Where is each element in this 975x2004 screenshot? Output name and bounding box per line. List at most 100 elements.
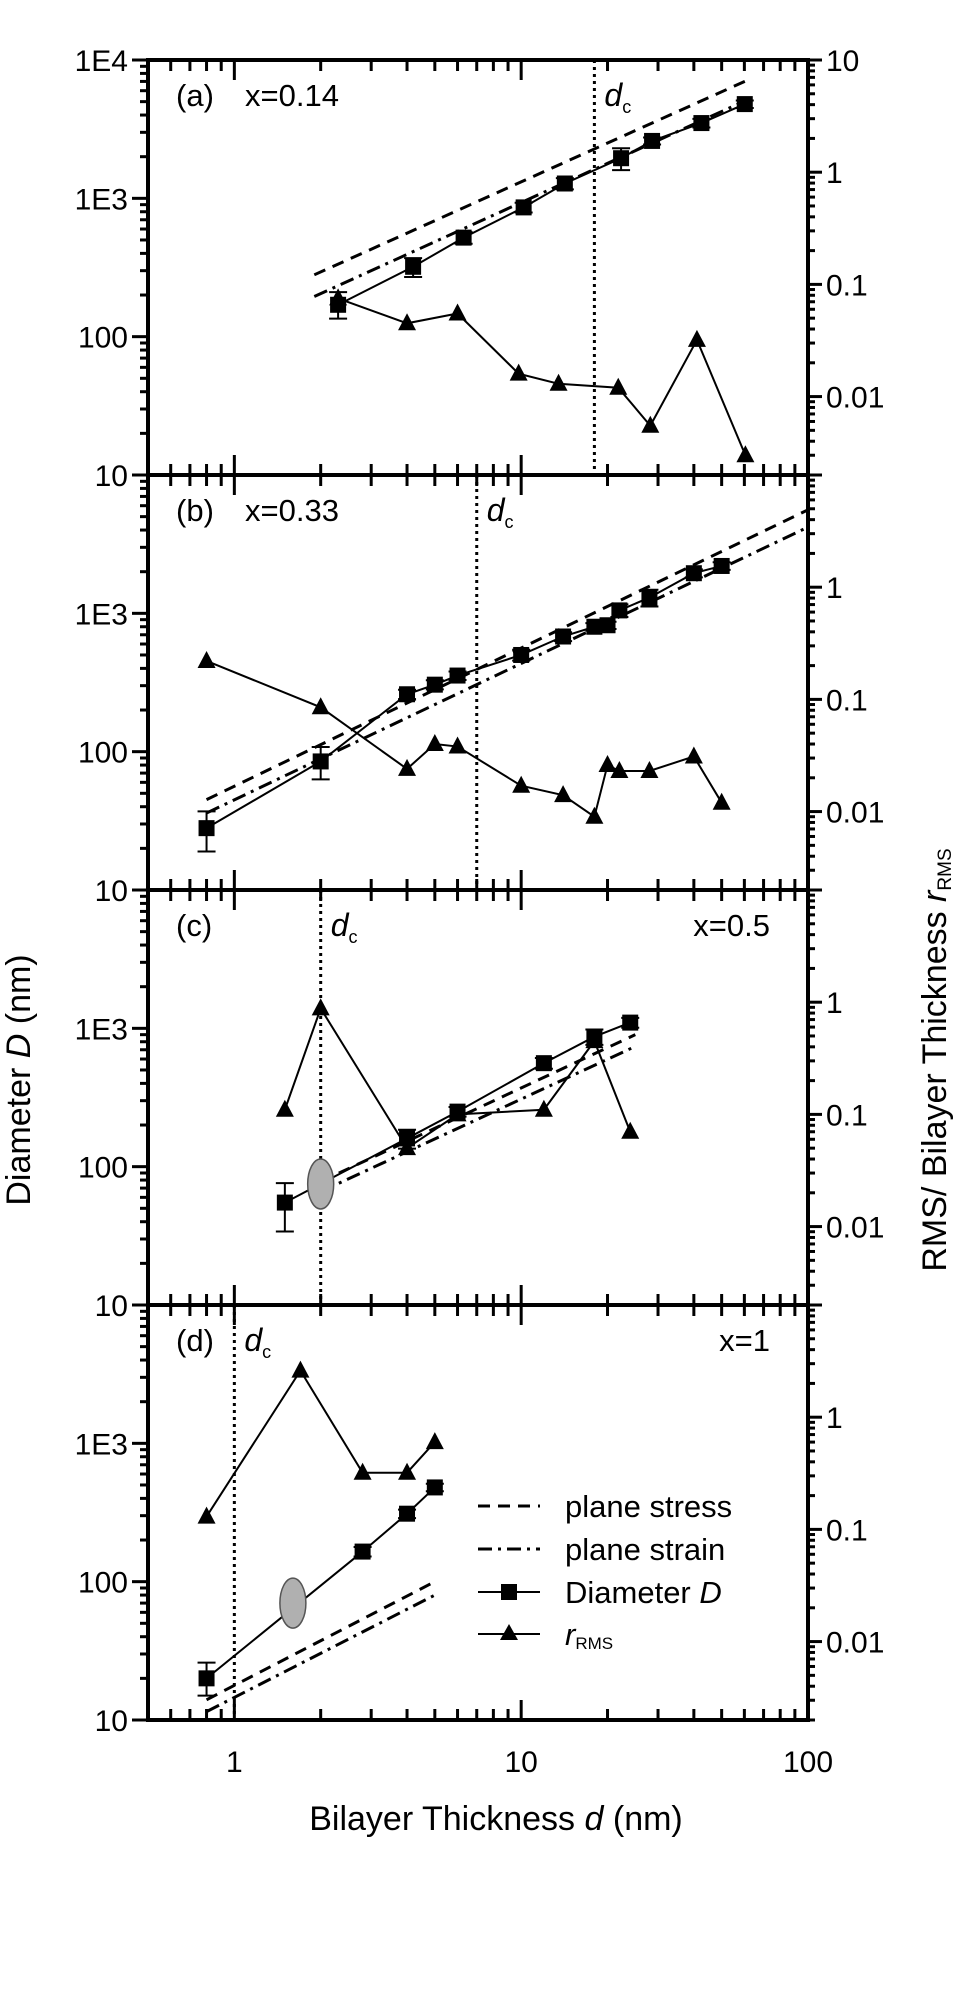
- rms-point: [197, 650, 216, 668]
- legend-stress-label: plane stress: [565, 1489, 732, 1524]
- x-tick-labels: 1 10 100: [226, 1746, 833, 1779]
- left-tick-label: 1E4: [75, 45, 128, 78]
- diameter-point: [713, 557, 730, 574]
- diameter-point: [515, 199, 532, 216]
- diameter-point: [556, 175, 573, 192]
- rms-point: [398, 1462, 417, 1480]
- rms-point: [353, 1462, 372, 1480]
- left-tick-label: 10: [95, 875, 128, 908]
- plane-stress-line: [320, 1033, 636, 1183]
- diameter-point: [354, 1543, 371, 1560]
- rms-point: [311, 697, 330, 715]
- panel-a: 10 100 1E3 1E4 0.01 0.1 1 10 dc (a) x=0.14: [75, 45, 885, 493]
- x-tick-label: 10: [504, 1746, 537, 1779]
- diameter-point: [513, 646, 530, 663]
- right-tick-label: 1: [826, 572, 843, 605]
- right-tick-label: 0.01: [826, 797, 884, 830]
- right-tick-label: 10: [826, 45, 859, 78]
- diameter-point: [455, 229, 472, 246]
- left-tick-label: 10: [95, 1290, 128, 1323]
- diameter-point: [693, 115, 710, 132]
- rms-point: [398, 758, 417, 776]
- diameter-point: [449, 667, 466, 684]
- panel-composition: x=1: [719, 1323, 770, 1358]
- diameter-point: [426, 1479, 443, 1496]
- rms-point: [598, 755, 617, 773]
- rms-point: [291, 1360, 310, 1378]
- diameter-point: [611, 602, 628, 619]
- rms-point: [712, 792, 731, 810]
- rms-point: [585, 806, 604, 824]
- rms-point: [311, 998, 330, 1016]
- diameter-point: [613, 150, 630, 167]
- x-tick-label: 1: [226, 1746, 243, 1779]
- right-tick-label: 0.1: [826, 1514, 868, 1547]
- diameter-point: [399, 686, 416, 703]
- rms-point: [549, 373, 568, 391]
- left-tick-label: 100: [78, 322, 128, 355]
- legend-diameter-label: Diameter D: [565, 1575, 722, 1610]
- left-tick-label: 100: [78, 1567, 128, 1600]
- legend-strain-label: plane strain: [565, 1532, 725, 1567]
- rms-point: [687, 329, 706, 347]
- right-tick-label: 0.01: [826, 1212, 884, 1245]
- plane-strain-line: [205, 1593, 436, 1713]
- rms-point: [512, 775, 531, 793]
- panel-composition: x=0.33: [245, 493, 339, 528]
- right-tick-label: 0.1: [826, 269, 868, 302]
- rms-point: [448, 303, 467, 321]
- diameter-point: [312, 753, 329, 770]
- diameter-point: [685, 565, 702, 582]
- highlight-oval: [279, 1577, 307, 1629]
- left-tick-label: 100: [78, 737, 128, 770]
- right-tick-label: 1: [826, 157, 843, 190]
- diameter-point: [405, 258, 422, 275]
- left-tick-label: 1E3: [75, 598, 128, 631]
- plane-strain-line: [205, 525, 808, 815]
- panel-data: [313, 78, 755, 463]
- diameter-point: [426, 676, 443, 693]
- x-axis-title: Bilayer Thickness d (nm): [309, 1800, 683, 1838]
- left-tick-label: 1E3: [75, 1428, 128, 1461]
- right-tick-label: 1: [826, 1402, 843, 1435]
- diameter-point: [644, 132, 661, 149]
- panel-data: [197, 1360, 444, 1713]
- diameter-point: [535, 1055, 552, 1072]
- rms-point: [275, 1099, 294, 1117]
- legend-rms-marker: [500, 1624, 518, 1640]
- panel-label: (b): [176, 493, 214, 528]
- left-tick-label: 10: [95, 460, 128, 493]
- panel-label: (d): [176, 1323, 214, 1358]
- diameter-point: [599, 617, 616, 634]
- diameter-point: [641, 589, 658, 606]
- right-tick-label: 0.1: [826, 1099, 868, 1132]
- panel-composition: x=0.5: [693, 908, 770, 943]
- rms-point: [621, 1121, 640, 1139]
- panel-b: 10 100 1E3 0.01 0.1 1 dc (b) x=0.33: [75, 473, 884, 908]
- left-tick-label: 1E3: [75, 1013, 128, 1046]
- diameter-point: [198, 820, 215, 837]
- rms-point: [329, 288, 348, 306]
- right-axis-title: RMS/ Bilayer Thickness rRMS: [916, 848, 956, 1271]
- rms-point: [398, 1138, 417, 1156]
- rms-point: [684, 746, 703, 764]
- rms-point: [610, 760, 629, 778]
- rms-point: [448, 736, 467, 754]
- x-tick-label: 100: [783, 1746, 833, 1779]
- panel-composition: x=0.14: [245, 78, 339, 113]
- diameter-point: [399, 1505, 416, 1522]
- rms-point: [425, 734, 444, 752]
- rms-point: [641, 415, 660, 433]
- left-tick-label: 100: [78, 1152, 128, 1185]
- rms-point: [509, 363, 528, 381]
- panel-frame: [146, 888, 810, 1307]
- rms-series-line: [337, 297, 747, 456]
- right-tick-label: 0.1: [826, 684, 868, 717]
- dc-label: dc: [487, 492, 514, 532]
- plane-stress-line: [205, 1580, 436, 1702]
- dc-label: dc: [604, 77, 631, 117]
- right-tick-label: 0.01: [826, 1627, 884, 1660]
- panel-data: [275, 998, 640, 1233]
- rms-point: [448, 1104, 467, 1122]
- rms-point: [609, 377, 628, 395]
